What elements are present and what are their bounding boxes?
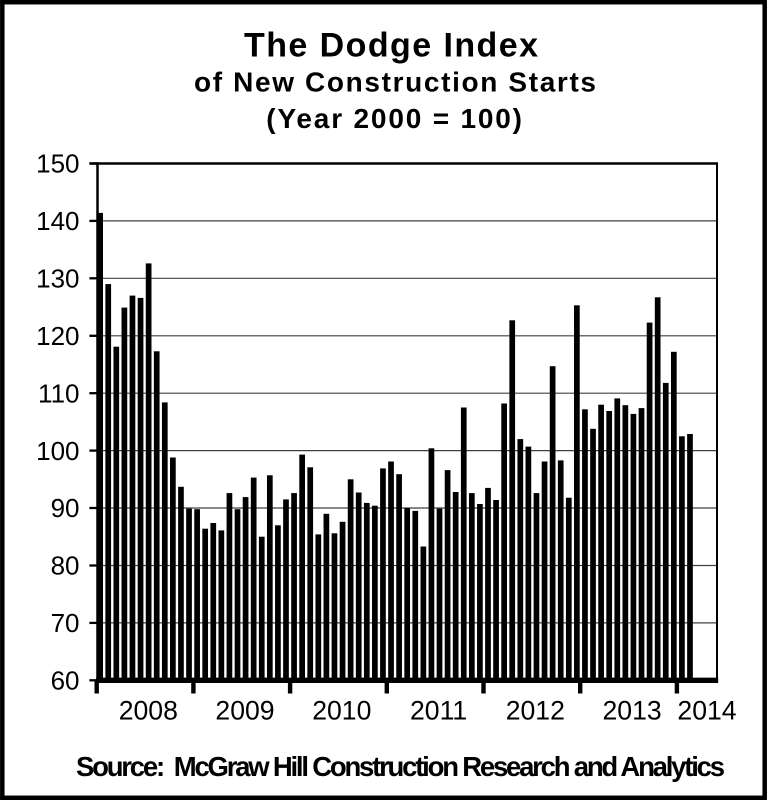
svg-text:2012: 2012 [506,695,565,725]
svg-text:Source: McGraw Hill Construct: Source: McGraw Hill Construction Researc… [76,751,725,782]
svg-text:2009: 2009 [215,695,274,725]
svg-text:90: 90 [51,493,80,523]
svg-text:80: 80 [51,551,80,581]
svg-text:2013: 2013 [603,695,662,725]
svg-text:150: 150 [36,149,79,179]
svg-text:130: 130 [36,264,79,294]
svg-text:(Year 2000 = 100): (Year 2000 = 100) [266,103,522,134]
svg-text:2008: 2008 [119,695,178,725]
svg-text:60: 60 [51,666,80,696]
svg-text:100: 100 [36,436,79,466]
svg-text:2011: 2011 [410,695,467,725]
svg-text:70: 70 [51,608,80,638]
svg-text:The Dodge Index: The Dodge Index [244,27,538,65]
svg-text:2014: 2014 [677,695,736,725]
svg-text:140: 140 [36,206,79,236]
svg-text:2010: 2010 [312,695,371,725]
svg-text:120: 120 [36,321,79,351]
svg-text:110: 110 [38,378,79,408]
svg-text:of New Construction Starts: of New Construction Starts [194,67,596,98]
